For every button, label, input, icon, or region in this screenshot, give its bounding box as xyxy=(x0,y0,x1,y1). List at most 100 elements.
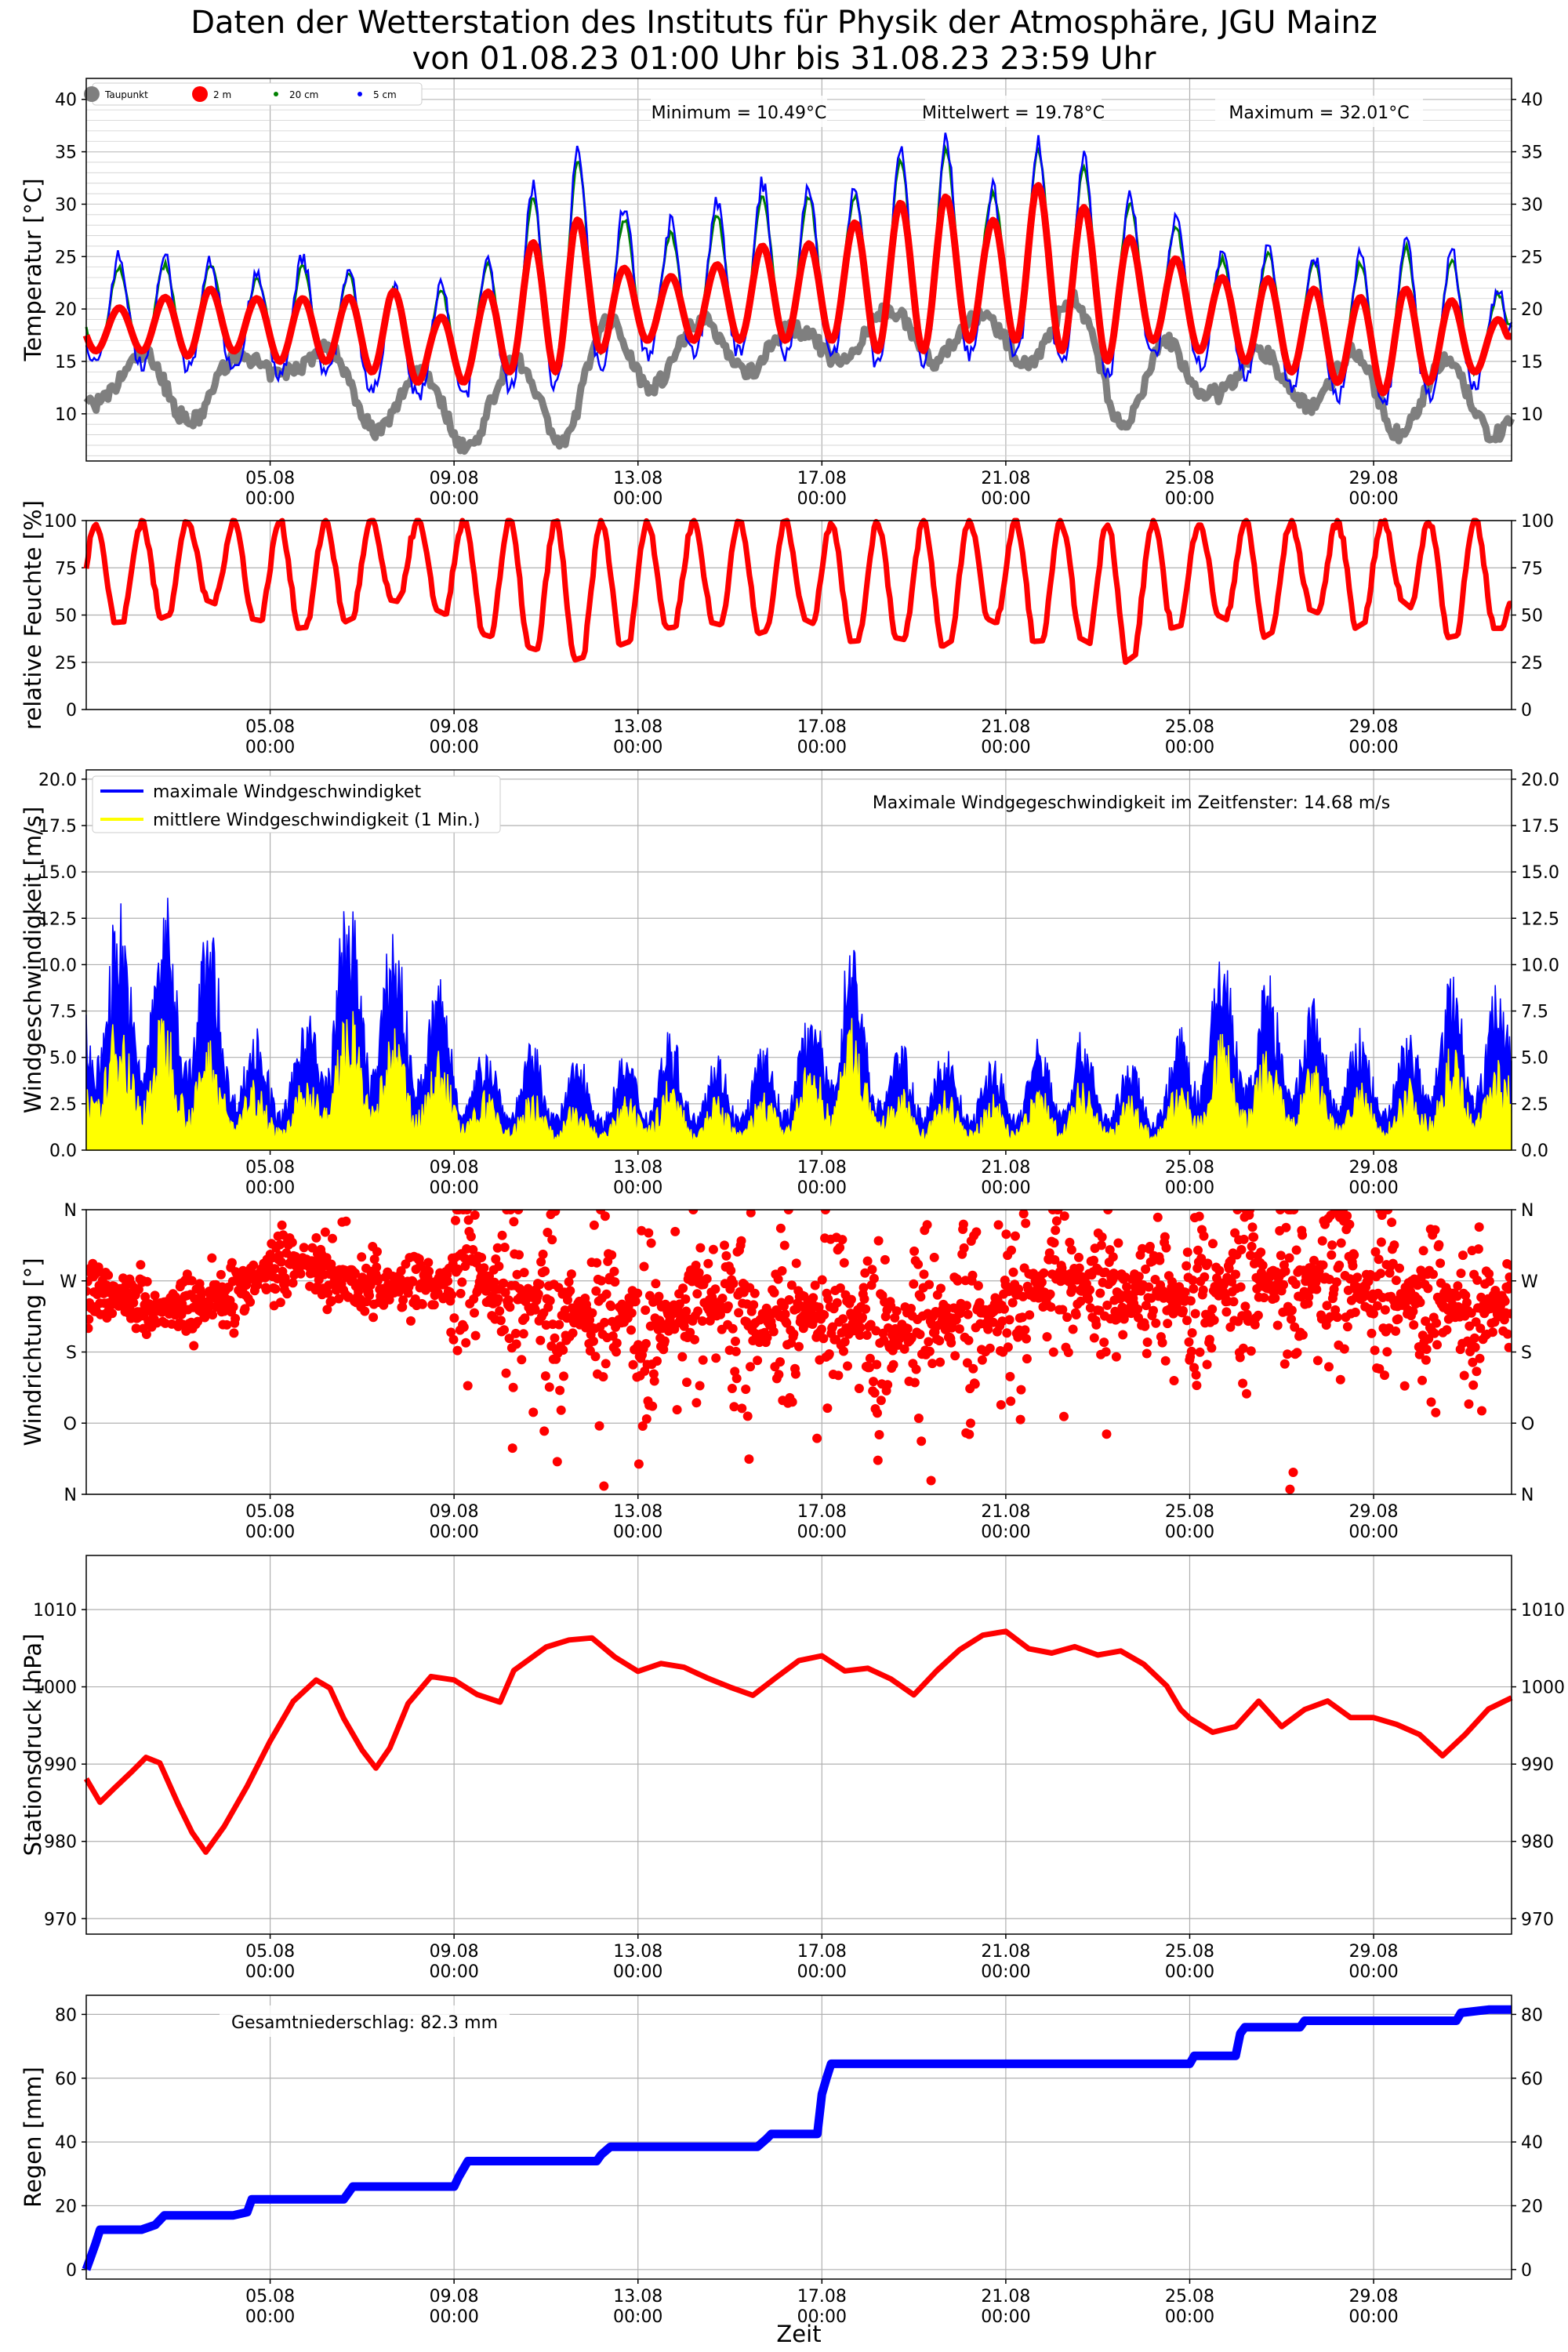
y-tick-label-right: 0 xyxy=(1521,701,1532,720)
direction-point xyxy=(873,1455,883,1465)
direction-point xyxy=(721,1250,731,1261)
direction-point xyxy=(971,1227,982,1237)
direction-point xyxy=(1050,1255,1060,1265)
direction-point xyxy=(540,1371,550,1381)
annotation-text: Gesamtniederschlag: 82.3 mm xyxy=(231,2013,498,2033)
direction-point xyxy=(723,1301,733,1311)
x-tick-label-time: 00:00 xyxy=(981,489,1030,509)
direction-point xyxy=(858,1312,867,1323)
direction-point xyxy=(1339,1344,1349,1354)
direction-point xyxy=(463,1215,474,1225)
legend-box xyxy=(92,775,501,833)
direction-point xyxy=(479,1263,489,1273)
direction-point xyxy=(103,1270,114,1280)
direction-point xyxy=(1387,1218,1397,1228)
direction-point xyxy=(1417,1375,1427,1385)
direction-point xyxy=(1247,1222,1258,1232)
y-tick-label-right: 0 xyxy=(1521,2261,1532,2281)
x-tick-label-time: 00:00 xyxy=(429,1178,478,1198)
y-axis-label: Temperatur [°C] xyxy=(20,178,46,361)
x-tick-label-date: 09.08 xyxy=(430,1158,479,1178)
direction-point xyxy=(612,1347,621,1357)
direction-point xyxy=(880,1254,890,1265)
direction-point xyxy=(693,1306,703,1316)
direction-point xyxy=(1059,1411,1069,1421)
direction-point xyxy=(1011,1231,1020,1241)
direction-point xyxy=(1393,1314,1403,1324)
direction-point xyxy=(1207,1343,1217,1353)
y-tick-label-left: 990 xyxy=(44,1755,77,1775)
direction-point xyxy=(446,1327,456,1338)
x-tick-label-time: 00:00 xyxy=(429,2307,478,2327)
direction-point xyxy=(1242,1388,1251,1399)
direction-point xyxy=(648,1369,659,1379)
direction-point xyxy=(1287,1305,1297,1316)
direction-point xyxy=(1181,1261,1192,1271)
direction-point xyxy=(520,1313,530,1323)
y-tick-label-right: 20.0 xyxy=(1521,771,1559,790)
direction-point xyxy=(559,1371,568,1381)
direction-point xyxy=(835,1243,845,1253)
direction-point xyxy=(460,1261,470,1271)
direction-point xyxy=(1192,1381,1202,1391)
direction-point xyxy=(296,1269,306,1279)
y-tick-label-left: 17.5 xyxy=(38,817,77,837)
direction-point xyxy=(568,1328,578,1338)
direction-point xyxy=(1470,1342,1480,1352)
direction-point xyxy=(555,1385,565,1396)
x-tick-label-time: 00:00 xyxy=(797,1178,847,1198)
direction-point xyxy=(946,1338,956,1348)
direction-point xyxy=(281,1278,291,1288)
annotation-box xyxy=(220,2005,510,2037)
direction-point xyxy=(408,1276,418,1287)
direction-point xyxy=(840,1337,850,1347)
direction-point xyxy=(1327,1240,1338,1250)
direction-point xyxy=(463,1381,473,1391)
direction-point xyxy=(1461,1290,1471,1301)
direction-point xyxy=(924,1346,935,1356)
direction-point xyxy=(1288,1468,1298,1477)
direction-point xyxy=(654,1291,664,1301)
direction-point xyxy=(865,1353,875,1363)
direction-point xyxy=(1167,1277,1177,1287)
x-tick-label-date: 17.08 xyxy=(797,717,847,737)
series-feuchte xyxy=(83,517,1512,666)
direction-point xyxy=(497,1230,507,1240)
legend-marker xyxy=(192,86,208,102)
direction-point xyxy=(1431,1407,1441,1417)
direction-point xyxy=(968,1363,978,1374)
y-tick-label-left: 980 xyxy=(44,1833,77,1853)
x-tick-label-time: 00:00 xyxy=(429,1523,478,1542)
x-tick-label-date: 17.08 xyxy=(797,469,847,488)
direction-point xyxy=(817,1275,827,1285)
x-tick-label-time: 00:00 xyxy=(613,2307,662,2327)
direction-point xyxy=(322,1305,332,1315)
direction-point xyxy=(1488,1327,1497,1338)
direction-point xyxy=(406,1316,416,1326)
direction-point xyxy=(1503,1329,1512,1339)
direction-point xyxy=(818,1334,829,1344)
direction-point xyxy=(540,1266,550,1276)
direction-point xyxy=(1504,1272,1512,1282)
direction-point xyxy=(708,1244,718,1254)
direction-point xyxy=(449,1313,459,1323)
direction-point xyxy=(451,1215,460,1225)
direction-point xyxy=(1258,1261,1268,1270)
direction-point xyxy=(462,1210,472,1214)
direction-point xyxy=(1345,1219,1355,1229)
direction-point xyxy=(1409,1320,1419,1330)
direction-point xyxy=(1142,1338,1152,1347)
direction-point xyxy=(819,1310,829,1320)
direction-point xyxy=(229,1328,239,1338)
annotation-box xyxy=(1215,96,1423,127)
direction-point xyxy=(1051,1225,1061,1236)
direction-point xyxy=(1202,1359,1212,1370)
direction-point xyxy=(1370,1345,1380,1356)
direction-point xyxy=(958,1219,968,1229)
x-tick-label-date: 25.08 xyxy=(1165,2287,1214,2307)
direction-point xyxy=(814,1302,824,1312)
direction-point xyxy=(276,1257,286,1267)
direction-point xyxy=(357,1252,367,1262)
direction-point xyxy=(1383,1210,1393,1214)
